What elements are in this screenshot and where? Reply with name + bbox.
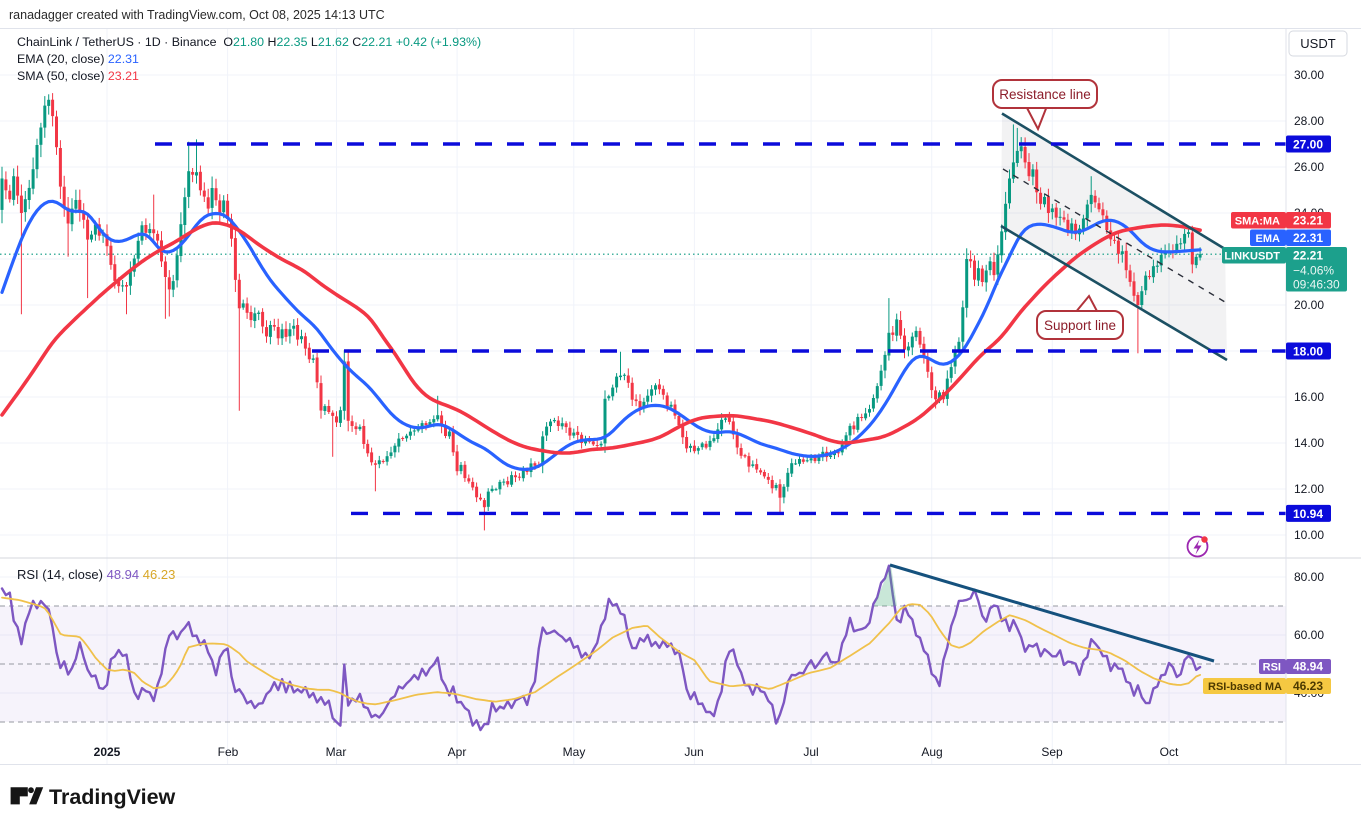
svg-text:18.00: 18.00 (1293, 345, 1323, 359)
svg-text:USDT: USDT (1300, 36, 1335, 51)
svg-text:Feb: Feb (218, 745, 239, 759)
svg-text:26.00: 26.00 (1294, 160, 1324, 174)
svg-text:Support line: Support line (1044, 318, 1116, 333)
svg-text:May: May (563, 745, 586, 759)
svg-text:EMA (20, close) 22.31: EMA (20, close) 22.31 (17, 52, 139, 66)
svg-text:Mar: Mar (326, 745, 347, 759)
svg-text:EMA: EMA (1256, 233, 1281, 245)
svg-text:23.21: 23.21 (1293, 214, 1323, 228)
svg-text:28.00: 28.00 (1294, 114, 1324, 128)
svg-text:Resistance line: Resistance line (999, 87, 1091, 102)
svg-text:60.00: 60.00 (1294, 628, 1324, 642)
svg-text:SMA (50, close) 23.21: SMA (50, close) 23.21 (17, 69, 139, 83)
svg-text:RSI: RSI (1263, 662, 1281, 674)
svg-text:27.00: 27.00 (1293, 138, 1323, 152)
svg-text:ChainLink / TetherUS · 1D · Bi: ChainLink / TetherUS · 1D · Binance O21.… (17, 35, 481, 49)
svg-text:Apr: Apr (448, 745, 467, 759)
svg-text:Aug: Aug (921, 745, 942, 759)
svg-text:48.94: 48.94 (1293, 660, 1323, 674)
svg-text:RSI (14, close) 48.94 46.23: RSI (14, close) 48.94 46.23 (17, 567, 175, 582)
svg-text:80.00: 80.00 (1294, 570, 1324, 584)
svg-text:LINKUSDT: LINKUSDT (1224, 250, 1280, 262)
svg-text:Jun: Jun (684, 745, 703, 759)
svg-text:−4.06%: −4.06% (1293, 264, 1334, 278)
svg-text:22.31: 22.31 (1293, 231, 1323, 245)
svg-text:Jul: Jul (803, 745, 818, 759)
svg-text:20.00: 20.00 (1294, 298, 1324, 312)
svg-text:Oct: Oct (1160, 745, 1179, 759)
svg-text:46.23: 46.23 (1293, 679, 1323, 693)
svg-text:12.00: 12.00 (1294, 482, 1324, 496)
svg-text:SMA:MA: SMA:MA (1235, 215, 1280, 227)
svg-text:Sep: Sep (1041, 745, 1063, 759)
svg-text:30.00: 30.00 (1294, 68, 1324, 82)
svg-text:10.94: 10.94 (1293, 507, 1323, 521)
svg-text:RSI-based MA: RSI-based MA (1208, 681, 1282, 693)
svg-text:16.00: 16.00 (1294, 390, 1324, 404)
svg-text:22.21: 22.21 (1293, 249, 1323, 263)
svg-text:14.00: 14.00 (1294, 436, 1324, 450)
svg-text:10.00: 10.00 (1294, 528, 1324, 542)
svg-text:ranadagger created with Tradin: ranadagger created with TradingView.com,… (9, 8, 385, 22)
svg-text:2025: 2025 (94, 745, 121, 759)
svg-text:09:46:30: 09:46:30 (1293, 278, 1340, 292)
svg-text:TradingView: TradingView (49, 785, 176, 809)
